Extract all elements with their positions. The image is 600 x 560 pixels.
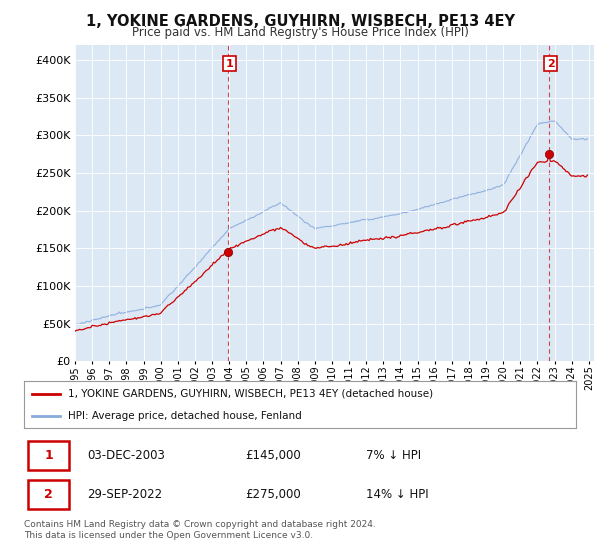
- FancyBboxPatch shape: [28, 480, 69, 509]
- Text: £145,000: £145,000: [245, 449, 301, 461]
- Text: 2: 2: [547, 59, 554, 69]
- Text: 1: 1: [44, 449, 53, 461]
- Text: 7% ↓ HPI: 7% ↓ HPI: [366, 449, 421, 461]
- Text: £275,000: £275,000: [245, 488, 301, 501]
- Text: 1: 1: [226, 59, 233, 69]
- FancyBboxPatch shape: [28, 441, 69, 470]
- Text: Price paid vs. HM Land Registry's House Price Index (HPI): Price paid vs. HM Land Registry's House …: [131, 26, 469, 39]
- Text: 1, YOKINE GARDENS, GUYHIRN, WISBECH, PE13 4EY (detached house): 1, YOKINE GARDENS, GUYHIRN, WISBECH, PE1…: [68, 389, 433, 399]
- Text: HPI: Average price, detached house, Fenland: HPI: Average price, detached house, Fenl…: [68, 410, 302, 421]
- Text: 03-DEC-2003: 03-DEC-2003: [88, 449, 166, 461]
- Text: 2: 2: [44, 488, 53, 501]
- Text: 1, YOKINE GARDENS, GUYHIRN, WISBECH, PE13 4EY: 1, YOKINE GARDENS, GUYHIRN, WISBECH, PE1…: [86, 14, 515, 29]
- Text: 14% ↓ HPI: 14% ↓ HPI: [366, 488, 429, 501]
- Text: Contains HM Land Registry data © Crown copyright and database right 2024.
This d: Contains HM Land Registry data © Crown c…: [24, 520, 376, 540]
- Text: 29-SEP-2022: 29-SEP-2022: [88, 488, 163, 501]
